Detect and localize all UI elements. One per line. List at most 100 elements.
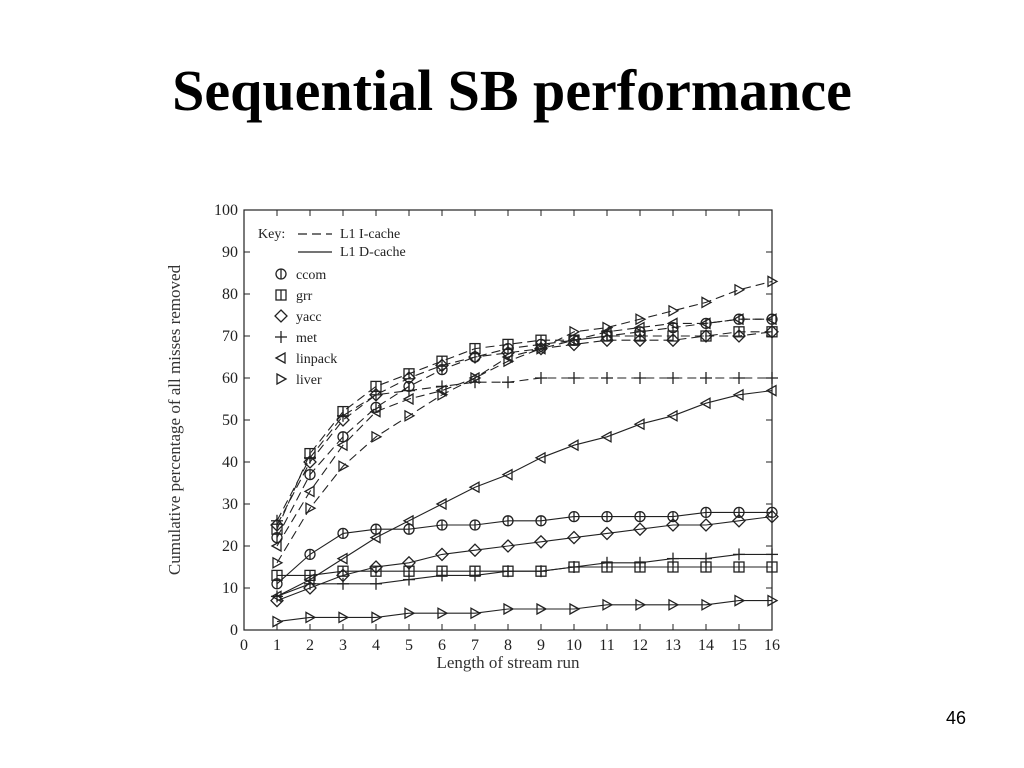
- y-axis-label: Cumulative percentage of all misses remo…: [165, 264, 184, 575]
- data-point-liver: [371, 611, 383, 624]
- legend-marker-yacc: [274, 309, 288, 323]
- data-point-yacc: [699, 518, 713, 532]
- data-point-ccom: [568, 510, 580, 523]
- y-tick-label: 10: [222, 580, 238, 597]
- data-point-ccom: [601, 510, 613, 523]
- data-point-yacc: [369, 560, 383, 574]
- data-point-liver: [668, 304, 680, 317]
- data-point-yacc: [666, 518, 680, 532]
- x-tick-label: 11: [599, 637, 614, 654]
- legend-marker-grr: [275, 289, 287, 301]
- x-tick-label: 4: [372, 637, 380, 654]
- data-point-grr: [733, 561, 745, 573]
- data-point-linpack: [699, 397, 711, 410]
- data-point-linpack: [468, 481, 480, 494]
- data-point-met: [766, 372, 778, 384]
- data-point-yacc: [270, 518, 284, 532]
- data-point-ccom: [436, 519, 448, 531]
- data-point-liver: [338, 460, 350, 473]
- legend-marker-ccom: [275, 268, 287, 280]
- data-point-liver: [602, 598, 614, 611]
- data-point-linpack: [666, 409, 678, 422]
- legend-marker-linpack: [274, 351, 286, 365]
- y-tick-label: 30: [222, 496, 238, 513]
- data-point-met: [535, 372, 547, 384]
- data-point-liver: [404, 409, 416, 422]
- data-point-linpack: [600, 325, 612, 338]
- data-point-linpack: [633, 321, 645, 334]
- data-point-liver: [635, 598, 647, 611]
- x-tick-label: 15: [731, 637, 747, 654]
- data-point-yacc: [402, 555, 416, 570]
- data-point-met: [271, 514, 283, 527]
- data-point-linpack: [732, 313, 744, 326]
- data-point-linpack: [765, 313, 777, 326]
- x-tick-label: 8: [504, 637, 512, 654]
- data-point-met: [766, 548, 778, 561]
- data-point-met: [535, 565, 547, 578]
- data-point-met: [634, 372, 646, 384]
- series-line-ccom-dcache: [276, 511, 772, 585]
- x-tick-label: 1: [273, 637, 281, 654]
- data-point-liver: [437, 607, 449, 620]
- legend-marker-met: [275, 331, 287, 343]
- data-point-ccom: [304, 468, 316, 481]
- data-point-yacc: [435, 547, 449, 562]
- data-point-liver: [437, 388, 449, 401]
- data-point-linpack: [765, 384, 777, 397]
- data-point-liver: [371, 430, 383, 443]
- data-point-linpack: [402, 514, 414, 527]
- data-point-yacc: [699, 329, 713, 343]
- data-point-yacc: [600, 333, 614, 348]
- x-tick-label: 2: [306, 637, 314, 654]
- data-point-linpack: [435, 384, 447, 397]
- data-point-liver: [734, 594, 746, 607]
- x-tick-label: 3: [339, 637, 347, 654]
- data-point-liver: [272, 615, 284, 628]
- data-point-linpack: [501, 350, 513, 364]
- y-axis-ticks: 0 10 20 30 40 50 60 70 80 90 100: [214, 202, 772, 639]
- series-line-linpack-dcache: [276, 390, 773, 597]
- data-point-ccom: [304, 548, 316, 561]
- data-point-linpack: [435, 497, 447, 511]
- data-point-linpack: [336, 439, 348, 452]
- data-point-ccom: [337, 527, 349, 540]
- series-layer: [270, 275, 779, 628]
- series-line-yacc-dcache: [276, 516, 773, 602]
- y-tick-label: 60: [222, 370, 238, 387]
- data-point-yacc: [666, 333, 680, 348]
- data-point-linpack: [402, 392, 414, 406]
- y-tick-label: 70: [222, 328, 238, 345]
- data-point-ccom: [502, 515, 514, 527]
- data-point-liver: [305, 611, 317, 624]
- y-tick-label: 80: [222, 286, 238, 303]
- series-line-met-icache: [276, 377, 772, 522]
- data-point-liver: [635, 313, 647, 326]
- data-point-grr: [271, 569, 283, 582]
- data-point-ccom: [469, 519, 481, 531]
- data-point-liver: [701, 296, 713, 309]
- data-point-yacc: [600, 526, 614, 541]
- data-point-ccom: [634, 510, 646, 523]
- legend-label-ccom: ccom: [296, 268, 326, 283]
- data-point-met: [667, 552, 679, 565]
- y-tick-label: 40: [222, 454, 238, 471]
- data-point-grr: [766, 561, 778, 573]
- data-point-grr: [766, 326, 778, 338]
- data-point-linpack: [633, 418, 645, 431]
- data-point-linpack: [534, 451, 546, 464]
- series-line-liver-dcache: [276, 600, 772, 623]
- x-tick-label: 0: [240, 637, 248, 654]
- data-point-liver: [536, 602, 548, 616]
- data-point-liver: [767, 594, 779, 607]
- data-point-met: [337, 577, 349, 590]
- data-point-yacc: [468, 350, 482, 364]
- data-point-met: [502, 565, 514, 578]
- data-point-yacc: [303, 581, 317, 595]
- series-line-grr-icache: [276, 331, 772, 530]
- data-point-met: [733, 548, 745, 561]
- data-point-met: [634, 556, 646, 569]
- x-axis-ticks: 0 1 2 3 4 5 6 7 8 9 10 11 12 13 14 15 16: [240, 210, 780, 654]
- data-point-linpack: [303, 573, 315, 586]
